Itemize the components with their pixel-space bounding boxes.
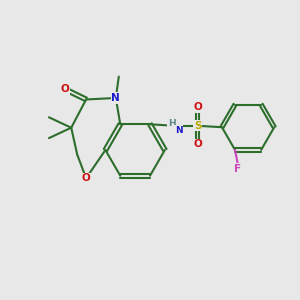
Text: O: O — [193, 139, 202, 149]
Text: O: O — [82, 173, 91, 183]
Text: O: O — [193, 102, 202, 112]
Text: F: F — [234, 164, 242, 174]
Text: H: H — [168, 119, 176, 128]
Text: O: O — [60, 84, 69, 94]
Text: S: S — [194, 121, 201, 131]
Text: N: N — [111, 93, 120, 103]
Text: N: N — [175, 126, 182, 135]
